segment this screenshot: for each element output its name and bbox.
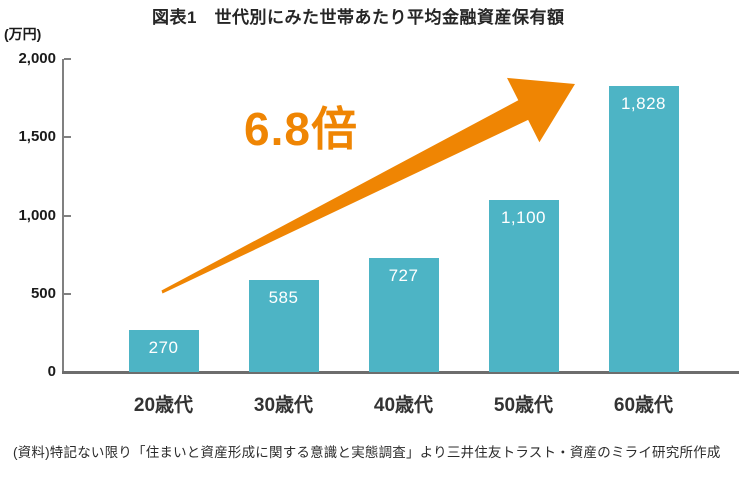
bar-value-label: 270 [148, 338, 179, 357]
y-axis-tick [64, 58, 71, 60]
y-axis-tick-label: 2,000 [18, 50, 56, 67]
x-axis-label-20歳代: 20歳代 [133, 395, 194, 416]
chart-title: 図表1 世代別にみた世帯あたり平均金融資産保有額 [152, 8, 565, 27]
y-axis-tick-label: 1,000 [18, 206, 56, 224]
y-axis-tick [64, 214, 71, 217]
bar-value-label: 1,828 [620, 94, 667, 113]
x-axis-label-60歳代: 60歳代 [613, 395, 674, 416]
y-axis-tick-label: 0 [47, 363, 56, 380]
x-axis-line [62, 371, 739, 374]
x-axis-label-40歳代: 40歳代 [373, 395, 434, 416]
bar-value-label: 727 [388, 266, 419, 285]
y-axis-tick-label: 500 [30, 284, 56, 302]
plot-area: 0 500 1,000 1,500 2,000 270 20歳代 585 30歳代 727 40歳代… [18, 50, 739, 416]
y-axis-tick [64, 136, 71, 139]
x-axis-label-30歳代: 30歳代 [253, 395, 314, 416]
bar-20歳代: 270 [128, 330, 199, 372]
bar-value-label: 1,100 [500, 208, 547, 227]
y-axis-unit-label: (万円) [4, 26, 42, 42]
bar-60歳代: 1,828 [608, 86, 679, 372]
bar-40歳代: 727 [368, 258, 439, 372]
multiplier-annotation: 6.8倍 [244, 103, 358, 155]
x-axis-label-50歳代: 50歳代 [493, 395, 554, 416]
source-note: (資料)特記ない限り「住まいと資産形成に関する意識と実態調査」より三井住友トラス… [13, 445, 721, 460]
y-axis-tick-label: 1,500 [18, 128, 56, 146]
y-axis-tick [64, 292, 71, 295]
bar-value-label: 585 [268, 288, 299, 307]
bar-50歳代: 1,100 [488, 200, 559, 372]
bar-30歳代: 585 [248, 280, 319, 372]
